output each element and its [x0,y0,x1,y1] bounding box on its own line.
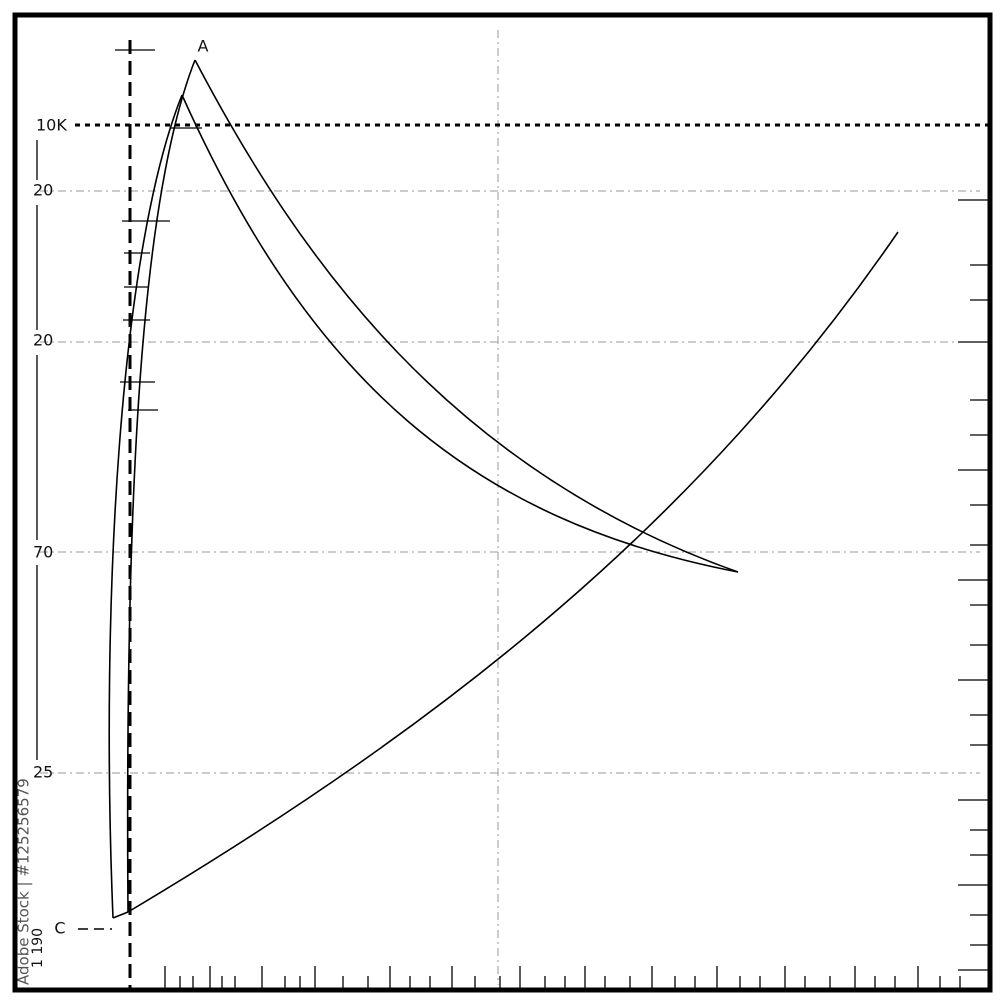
curve [181,94,739,573]
level-label: 25 [33,763,53,782]
marker-ticks [36,49,202,760]
frame [12,12,993,993]
curve [108,94,183,919]
level-label: 10K [36,116,67,135]
curves [108,59,899,919]
watermark: Adobe Stock | #125256579 [15,778,33,985]
level-label: 20 [33,181,53,200]
level-label: 20 [33,331,53,350]
edge-ticks [164,199,988,988]
curve [194,59,739,573]
point-label: C [54,919,65,938]
curve [126,59,196,913]
curve [127,231,899,913]
level-label: 70 [33,543,53,562]
point-label: A [198,37,209,56]
level-label: 1 190 [30,928,46,968]
grid-lines [40,30,980,985]
curve [112,911,129,919]
